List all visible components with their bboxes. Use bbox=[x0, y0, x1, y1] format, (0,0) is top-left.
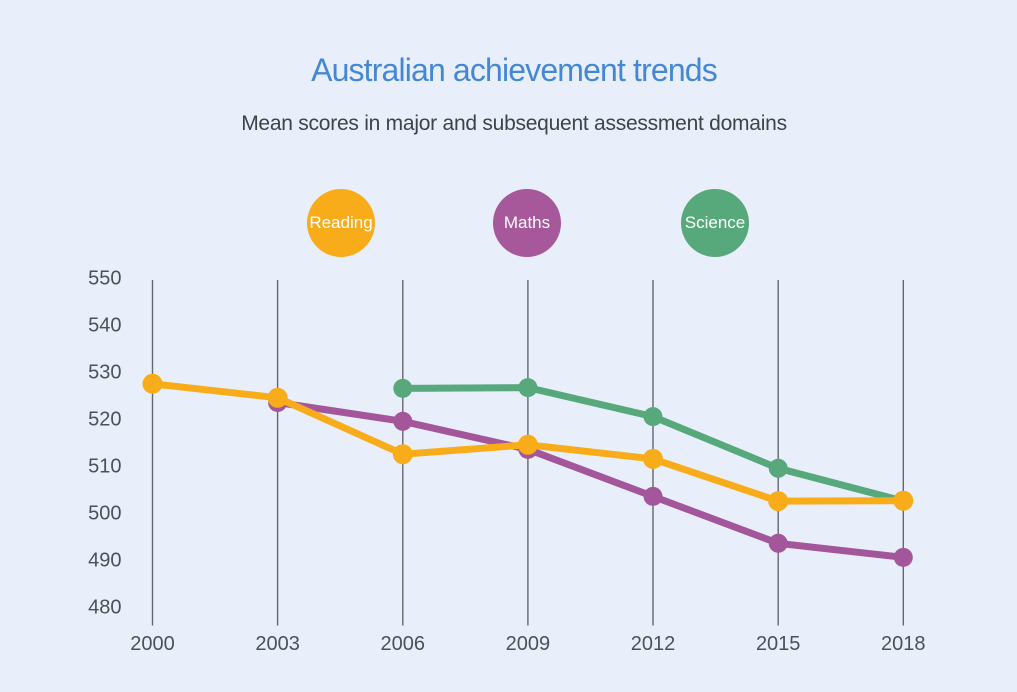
svg-text:530: 530 bbox=[88, 361, 121, 383]
svg-text:2006: 2006 bbox=[381, 633, 426, 655]
svg-text:510: 510 bbox=[88, 455, 121, 477]
svg-text:2009: 2009 bbox=[506, 633, 551, 655]
svg-text:480: 480 bbox=[88, 596, 121, 618]
svg-text:500: 500 bbox=[88, 502, 121, 524]
svg-text:2015: 2015 bbox=[756, 633, 801, 655]
svg-text:550: 550 bbox=[88, 267, 121, 289]
svg-text:2000: 2000 bbox=[130, 633, 175, 655]
svg-text:2018: 2018 bbox=[881, 633, 926, 655]
svg-text:2012: 2012 bbox=[631, 633, 676, 655]
svg-text:540: 540 bbox=[88, 314, 121, 336]
svg-text:520: 520 bbox=[88, 408, 121, 430]
svg-text:2003: 2003 bbox=[255, 633, 300, 655]
svg-text:490: 490 bbox=[88, 549, 121, 571]
